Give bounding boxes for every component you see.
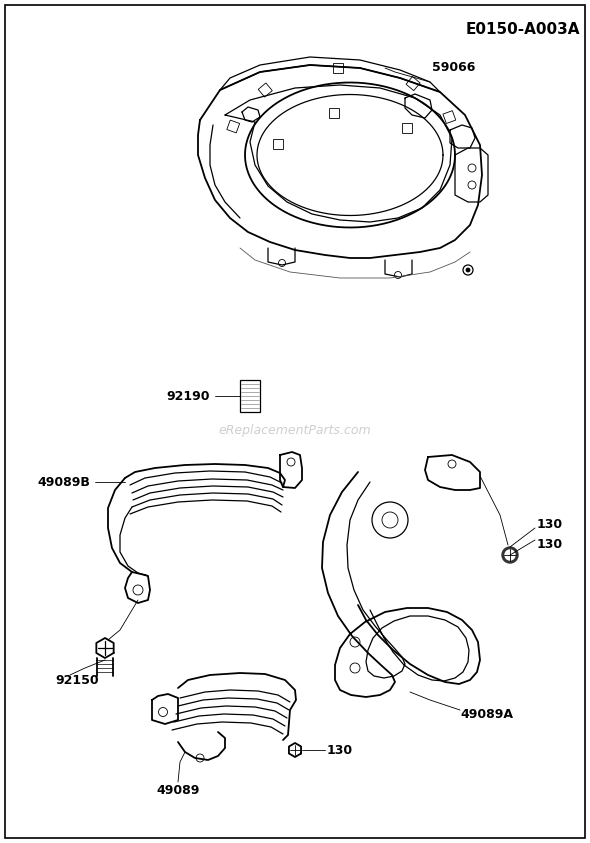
Bar [227,120,240,133]
Circle shape [466,268,470,272]
Text: 130: 130 [327,744,353,756]
Text: 49089A: 49089A [460,708,513,722]
Bar [258,83,273,97]
Bar [443,110,455,123]
Circle shape [505,550,515,560]
Circle shape [502,547,518,563]
Bar [333,62,343,72]
Bar [329,109,339,118]
Bar [240,380,260,412]
Bar [273,139,283,149]
Text: 92150: 92150 [55,674,99,686]
Text: 130: 130 [537,518,563,531]
Text: E0150-A003A: E0150-A003A [466,22,580,37]
Text: 49089B: 49089B [37,475,90,488]
Text: 92190: 92190 [166,389,210,402]
Text: 130: 130 [537,539,563,551]
Bar [402,123,412,132]
Text: 59066: 59066 [432,61,476,73]
Text: 49089: 49089 [156,783,199,797]
Text: eReplacementParts.com: eReplacementParts.com [219,423,371,437]
Bar [406,77,420,91]
